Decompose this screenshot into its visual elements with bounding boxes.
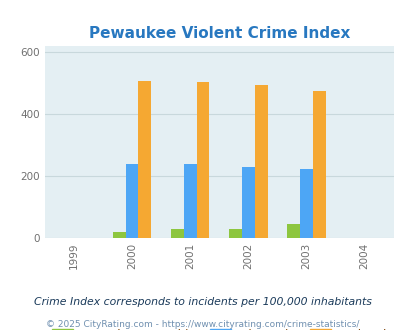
Bar bbox=[287, 224, 299, 238]
Bar bbox=[125, 163, 138, 238]
Title: Pewaukee Violent Crime Index: Pewaukee Violent Crime Index bbox=[88, 26, 349, 41]
Bar bbox=[241, 167, 254, 238]
Text: Crime Index corresponds to incidents per 100,000 inhabitants: Crime Index corresponds to incidents per… bbox=[34, 297, 371, 307]
Bar bbox=[254, 85, 267, 238]
Bar bbox=[196, 82, 209, 238]
Bar bbox=[138, 81, 151, 238]
Bar bbox=[171, 229, 183, 238]
Legend: Pewaukee Township, Wisconsin, National: Pewaukee Township, Wisconsin, National bbox=[47, 324, 390, 330]
Bar bbox=[183, 164, 196, 238]
Bar bbox=[113, 232, 125, 238]
Bar bbox=[312, 91, 325, 238]
Text: © 2025 CityRating.com - https://www.cityrating.com/crime-statistics/: © 2025 CityRating.com - https://www.city… bbox=[46, 319, 359, 329]
Bar bbox=[228, 229, 241, 238]
Bar bbox=[299, 169, 312, 238]
